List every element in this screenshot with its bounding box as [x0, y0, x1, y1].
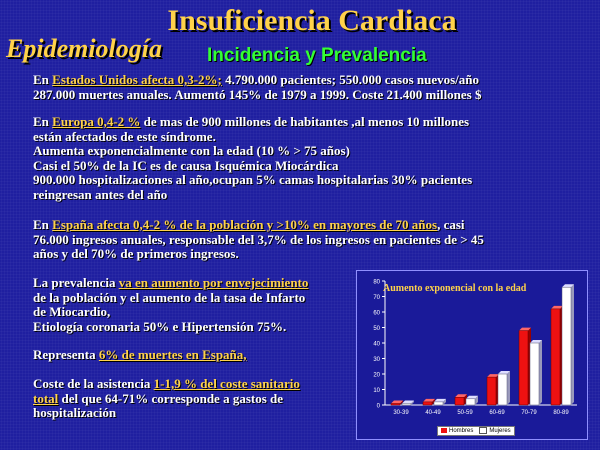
y-tick-label: 10 [373, 388, 380, 394]
paragraph-prevalence: La prevalencia va en aumento por envejec… [33, 275, 309, 334]
bar-top [498, 371, 510, 374]
highlight-cost: 1-1,9 % del coste sanitario [153, 376, 300, 391]
bar-hombres-40-49 [422, 401, 433, 406]
bar-top [487, 374, 499, 378]
text-segment: En [33, 217, 53, 232]
legend-swatch-mujeres [479, 427, 488, 435]
text-line: años y del 70% de primeros ingresos. [33, 246, 239, 261]
paragraph-europe: En Europa 0,4-2 % de mas de 900 millones… [33, 114, 473, 202]
y-tick-label: 20 [373, 373, 380, 379]
paragraph-spain: En España afecta 0,4-2 % de la población… [33, 217, 484, 262]
text-segment: En [33, 114, 53, 129]
x-tick-label: 30-39 [393, 410, 409, 416]
chart-legend: Hombres Mujeres [437, 426, 515, 436]
bar-side [539, 340, 542, 405]
bar-top [434, 398, 446, 402]
age-chart: 0 10 20 30 40 50 60 70 80 30-39 40-49 50-59 60-69 70-… [356, 270, 588, 440]
y-tick-label: 70 [373, 295, 380, 301]
text-line: reingresan antes del año [33, 186, 168, 202]
text-segment: Representa [33, 347, 99, 362]
highlight-europe: Europa 0,4-2 % [52, 114, 141, 129]
text-line: Casi el 50% de la IC es de causa Isquémi… [33, 157, 339, 173]
bar-top [391, 400, 403, 404]
text-line: 900.000 hospitalizaciones al año,ocupan … [33, 172, 473, 187]
bar-top [562, 284, 574, 288]
x-tick-label: 60-69 [489, 410, 505, 416]
text-line: 76.000 ingresos anuales, responsable del… [33, 231, 484, 247]
text-segment: 4.790.000 pacientes; 550.000 casos nuevo… [221, 72, 480, 87]
text-segment: Coste de la asistencia [33, 376, 154, 391]
bar-mujeres-80-89 [561, 286, 572, 406]
legend-swatch-hombres [441, 427, 447, 433]
text-line: de la población y el aumento de la tasa … [33, 289, 306, 305]
y-tick-label: 60 [373, 311, 380, 317]
x-tick-label: 50-59 [457, 410, 473, 416]
chart-title: Aumento exponencial con la edad [383, 283, 527, 294]
bar-top [402, 400, 414, 404]
y-tick-label: 40 [373, 342, 380, 348]
chart-svg: 0 10 20 30 40 50 60 70 80 30-39 40-49 50-59 60-69 70-… [373, 280, 577, 416]
bar-side [443, 398, 446, 405]
bar-mujeres-60-69 [497, 373, 508, 406]
section-title: Epidemiología [6, 34, 162, 63]
y-tick-label: 80 [373, 280, 380, 286]
bar-side [432, 398, 435, 405]
text-segment: del que 64-71% corresponde a gastos de [58, 390, 284, 406]
highlight-prevalence: va en aumento por envejecimiento [118, 275, 309, 290]
highlight-deaths: 6% de muertes en España, [98, 347, 247, 362]
y-tick-label: 0 [377, 404, 381, 410]
legend-item-mujeres: Mujeres [479, 427, 511, 435]
paragraph-deaths: Representa 6% de muertes en España, [33, 347, 247, 363]
legend-item-hombres: Hombres [441, 427, 474, 435]
text-line: Aumenta exponencialmente con la edad (10… [33, 143, 350, 158]
text-line: 287.000 muertes anuales. Aumentó 145% de… [33, 86, 482, 102]
bar-side [507, 371, 510, 405]
bar-hombres-70-79 [518, 330, 529, 406]
bar-top [423, 398, 435, 402]
x-tick-label: 80-89 [553, 410, 569, 416]
highlight-usa: Estados Unidos afecta 0,3-2%; [52, 72, 222, 87]
bar-side [411, 400, 414, 405]
text-segment: En [33, 72, 53, 87]
bar-mujeres-30-39 [401, 403, 412, 406]
text-line: Etiología coronaria 50% e Hipertensión 7… [33, 318, 287, 334]
highlight-spain: España afecta 0,4-2 % de la población y … [52, 217, 438, 232]
y-tick-label: 50 [373, 326, 380, 332]
text-segment: La prevalencia [33, 275, 119, 290]
bar-mujeres-50-59 [465, 398, 476, 406]
text-segment: de mas de 900 millones de habitantes ,al… [140, 114, 470, 129]
bar-hombres-60-69 [486, 376, 497, 406]
text-line: están afectados de este síndrome. [33, 128, 216, 144]
text-segment: , casi [437, 217, 465, 232]
bar-top [466, 395, 478, 399]
x-tick-label: 40-49 [425, 410, 441, 416]
bar-mujeres-40-49 [433, 401, 444, 406]
legend-label-hombres: Hombres [449, 428, 474, 435]
bar-side [475, 395, 478, 405]
paragraph-cost: Coste de la asistencia 1-1,9 % del coste… [33, 376, 300, 421]
text-line: de Miocardio, [33, 304, 111, 319]
paragraph-usa: En Estados Unidos afecta 0,3-2%; 4.790.0… [33, 72, 482, 102]
text-line: hospitalización [33, 405, 117, 420]
slide-title: Insuficiencia Cardiaca [167, 4, 457, 37]
bar-side [571, 284, 574, 405]
bar-side [400, 400, 403, 405]
x-tick-label: 70-79 [521, 410, 537, 416]
y-tick-label: 30 [373, 357, 380, 363]
bar-mujeres-70-79 [529, 342, 540, 406]
bar-top [519, 327, 531, 331]
bar-top [455, 394, 467, 398]
bar-top [551, 305, 563, 309]
bar-top [530, 340, 542, 343]
bar-hombres-50-59 [454, 397, 465, 406]
bar-hombres-30-39 [390, 403, 401, 406]
bar-hombres-80-89 [550, 308, 561, 406]
legend-label-mujeres: Mujeres [489, 428, 511, 435]
highlight-cost-total: total [33, 390, 59, 406]
slide-subtitle: Incidencia y Prevalencia [207, 45, 427, 66]
